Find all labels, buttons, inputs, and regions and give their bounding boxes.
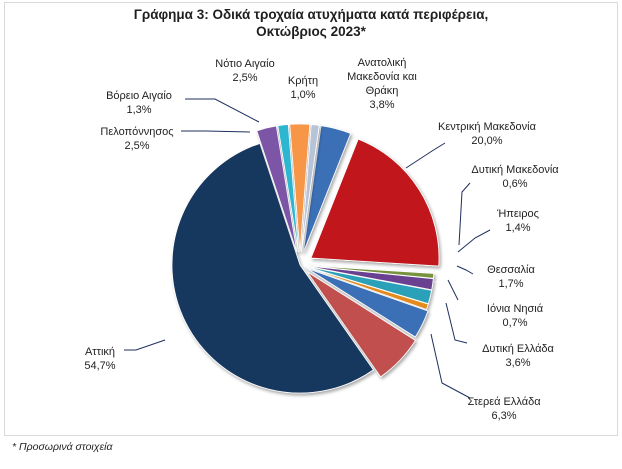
- leader-line-στερεα-ελλαδα: [430, 333, 471, 399]
- slice-labels: Ανατολική Μακεδονία και Θράκη 3,8% Κεντρική …: [84, 57, 559, 422]
- slice-name-label: Ήπειρος: [496, 208, 539, 220]
- leader-line-δυτικη-ελλαδα: [445, 302, 468, 344]
- slice-label-βορειο-αιγαιο: Βόρειο Αιγαίο 1,3%: [106, 90, 172, 116]
- leader-line-ιονια-νησια: [447, 279, 459, 301]
- slice-value-label: 3,6%: [505, 357, 530, 369]
- pie-slices: [171, 123, 440, 394]
- slice-value-label: 54,7%: [84, 360, 115, 372]
- pie-slice-ιονια-νησια: [305, 266, 429, 310]
- pie-slice-δυτικη-ελλαδα: [306, 268, 429, 338]
- slice-value-label: 6,3%: [491, 410, 516, 422]
- pie-slice-ηπειρος: [305, 265, 434, 291]
- slice-name-label: Μακεδονία και: [347, 71, 417, 83]
- slice-label-δυτικη-ελλαδα: Δυτική Ελλάδα 3,6%: [482, 343, 554, 369]
- slice-label-ιονια-νησια: Ιόνια Νησιά 0,7%: [487, 303, 544, 329]
- slice-label-κεντρικη-μακεδονια: Κεντρική Μακεδονία 20,0%: [438, 121, 537, 147]
- slice-name-label: Αττική: [85, 346, 115, 358]
- slice-label-αττικη: Αττική 54,7%: [84, 346, 115, 372]
- pie-slice-κεντρικη-μακεδονια: [310, 138, 440, 267]
- leader-line-αττικη: [124, 339, 166, 351]
- slice-name-label: Πελοπόννησος: [100, 126, 173, 138]
- slice-name-label: Κεντρική Μακεδονία: [438, 121, 537, 133]
- pie-slice-πελοποννησος: [256, 125, 298, 253]
- slice-name-label: Νότιο Αιγαίο: [215, 58, 274, 70]
- pie-slice-στερεα-ελλαδα: [306, 271, 416, 378]
- leader-line-πελοποννησος: [181, 130, 251, 133]
- slice-name-label: Κρήτη: [288, 75, 318, 87]
- leader-line-βορειο-αιγαιο: [185, 98, 260, 123]
- slice-value-label: 0,7%: [502, 317, 527, 329]
- slice-label-θεσσαλια: Θεσσαλία 1,7%: [487, 264, 535, 290]
- chart-title-line-1: Γράφημα 3: Οδικά τροχαία ατυχήματα κατά …: [134, 7, 489, 22]
- slice-name-label: Βόρειο Αιγαίο: [106, 90, 172, 102]
- slice-name-label: Θεσσαλία: [487, 264, 535, 276]
- pie-slice-βορειο-αιγαιο: [277, 124, 299, 253]
- slice-value-label: 2,5%: [124, 140, 149, 152]
- slice-label-κρητη: Κρήτη 1,0%: [288, 75, 318, 101]
- slice-name-label: Δυτική Μακεδονία: [471, 164, 559, 176]
- pie-slice-νοτιο-αιγαιο: [289, 123, 311, 253]
- slice-name-label: Δυτική Ελλάδα: [482, 343, 554, 355]
- leader-line-θεσσαλια: [456, 265, 474, 275]
- slice-label-ανατολικη-μακεδονια-και-θρακη: Ανατολική Μακεδονία και Θράκη 3,8%: [347, 57, 417, 111]
- leader-line-δυτικη-μακεδονια: [458, 182, 471, 246]
- slice-value-label: 1,4%: [505, 222, 530, 234]
- slice-name-label: Ανατολική: [358, 57, 407, 69]
- slice-label-νοτιο-αιγαιο: Νότιο Αιγαίο 2,5%: [215, 58, 274, 84]
- footnote: * Προσωρινά στοιχεία: [12, 441, 113, 453]
- slice-name-label: Στερεά Ελλάδα: [467, 396, 541, 408]
- slice-value-label: 3,8%: [369, 99, 394, 111]
- leader-lines: [124, 98, 491, 399]
- leader-line-ηπειρος: [457, 229, 491, 253]
- pie-slice-αττικη: [171, 142, 374, 394]
- slice-value-label: 20,0%: [471, 135, 502, 147]
- slice-name-label: Θράκη: [366, 85, 399, 97]
- slice-value-label: 0,6%: [502, 178, 527, 190]
- pie-slice-θεσσαλια: [305, 266, 433, 305]
- slice-label-δυτικη-μακεδονια: Δυτική Μακεδονία 0,6%: [471, 164, 559, 190]
- slice-value-label: 1,7%: [498, 278, 523, 290]
- leader-line-κεντρικη-μακεδονια: [405, 142, 446, 169]
- slice-value-label: 1,0%: [290, 89, 315, 101]
- slice-value-label: 2,5%: [232, 72, 257, 84]
- pie-slice-κρητη: [301, 124, 320, 253]
- pie-slice-ανατολικη-μακεδονια-και-θρακη: [302, 125, 352, 253]
- slice-name-label: Ιόνια Νησιά: [487, 303, 544, 315]
- chart-title-line-2: Οκτώβριος 2023*: [256, 24, 366, 39]
- slice-label-ηπειρος: Ήπειρος 1,4%: [496, 208, 539, 234]
- slice-label-στερεα-ελλαδα: Στερεά Ελλάδα 6,3%: [467, 396, 541, 422]
- slice-label-πελοποννησος: Πελοπόννησος 2,5%: [100, 126, 173, 152]
- slice-value-label: 1,3%: [126, 104, 151, 116]
